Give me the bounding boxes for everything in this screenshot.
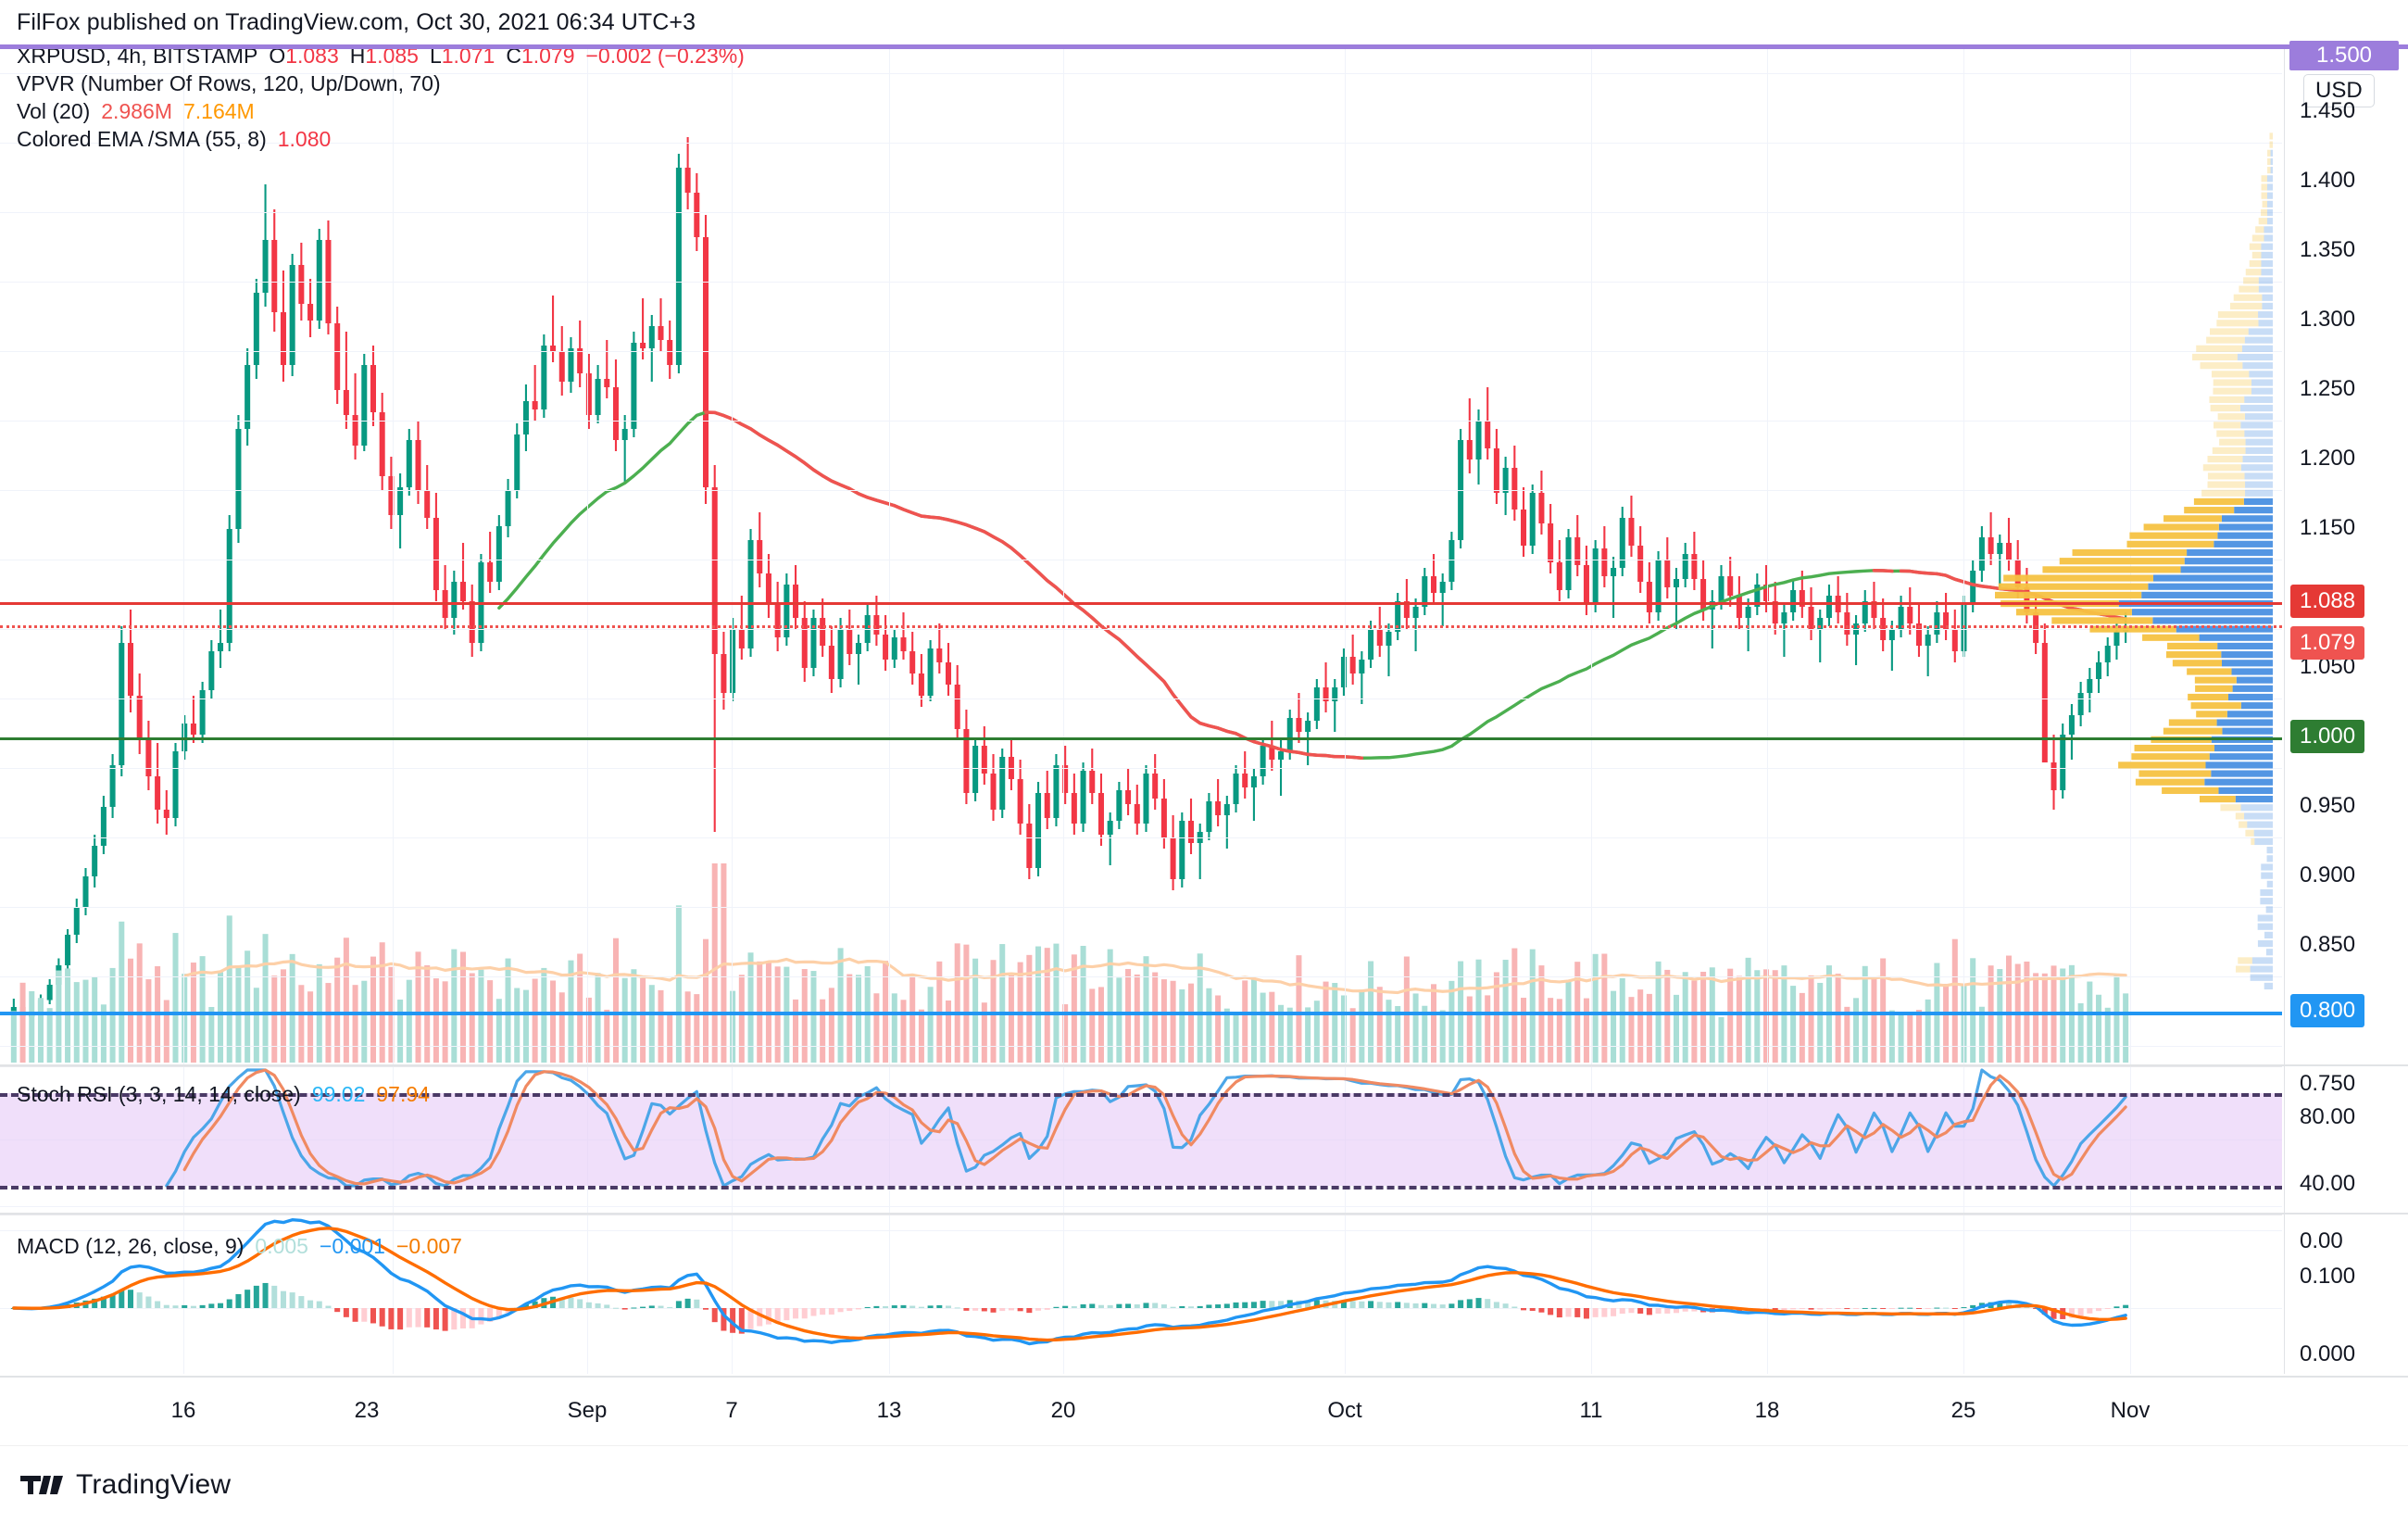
- top-price-tag: 1.500: [2289, 41, 2399, 70]
- axis-label-stoch-80: 80.00: [2300, 1104, 2356, 1129]
- axis-label-stoch-0: 0.00: [2300, 1228, 2343, 1253]
- time-label-23: 23: [354, 1398, 380, 1423]
- macd-pane[interactable]: MACD (12, 26, close, 9) 0.005 −0.001 −0.007: [0, 1215, 2282, 1374]
- axis-label-stoch-40: 40.00: [2300, 1171, 2356, 1196]
- price-line-1000[interactable]: [0, 737, 2282, 740]
- price-line-1079[interactable]: [0, 625, 2282, 628]
- axis-label-1300: 1.300: [2300, 307, 2356, 332]
- stoch-lower-level-line: [0, 1186, 2282, 1189]
- time-label-18: 18: [1754, 1398, 1780, 1423]
- axis-label-macd-0100: 0.100: [2300, 1264, 2356, 1289]
- currency-badge[interactable]: USD: [2303, 74, 2375, 107]
- stoch-rsi-pane[interactable]: Stoch RSI (3, 3, 14, 14, close) 99.02 97.9…: [0, 1066, 2282, 1215]
- time-label-20: 20: [1050, 1398, 1076, 1423]
- axis-label-0900: 0.900: [2300, 862, 2356, 887]
- time-label-nov: Nov: [2110, 1398, 2151, 1423]
- stoch-upper-level-line: [0, 1093, 2282, 1097]
- time-label-25: 25: [1950, 1398, 1976, 1423]
- time-label-7: 7: [725, 1398, 738, 1423]
- stoch-rsi-series-canvas: [165, 1068, 2127, 1188]
- axis-label-0750: 0.750: [2300, 1071, 2356, 1096]
- price-tag-0800[interactable]: 0.800: [2290, 994, 2365, 1027]
- time-axis[interactable]: 16 23 Sep 7 13 20 Oct 11 18 25 Nov: [0, 1376, 2408, 1445]
- time-label-16: 16: [170, 1398, 196, 1423]
- axis-label-1450: 1.450: [2300, 98, 2356, 123]
- price-tag-1000[interactable]: 1.000: [2290, 720, 2365, 753]
- macd-series-canvas: [10, 1218, 2129, 1346]
- publisher-byline: FilFox published on TradingView.com, Oct…: [0, 0, 2408, 44]
- axis-label-0850: 0.850: [2300, 932, 2356, 957]
- chart-top-boundary-line: [0, 44, 2408, 49]
- axis-label-macd-0000: 0.000: [2300, 1341, 2356, 1366]
- price-line-0800[interactable]: [0, 1012, 2282, 1015]
- axis-label-1400: 1.400: [2300, 168, 2356, 193]
- tradingview-brand-label: TradingView: [76, 1468, 232, 1500]
- time-label-sep: Sep: [567, 1398, 608, 1423]
- price-tag-1088[interactable]: 1.088: [2290, 585, 2365, 618]
- pane-separator-stoch: [0, 1064, 2408, 1066]
- time-label-13: 13: [876, 1398, 902, 1423]
- time-label-11: 11: [1579, 1398, 1603, 1423]
- time-label-oct: Oct: [1327, 1398, 1362, 1423]
- price-series-canvas: [10, 137, 2129, 1063]
- price-pane[interactable]: XRPUSD, 4h, BITSTAMP O1.083 H1.085 L1.071 C1…: [0, 46, 2282, 1066]
- tradingview-logo-icon: [20, 1472, 63, 1498]
- price-axis[interactable]: USD 1.450 1.400 1.350 1.300 1.250 1.200 …: [2284, 46, 2408, 1374]
- axis-label-1250: 1.250: [2300, 376, 2356, 401]
- stoch-overbought-oversold-band: [0, 1093, 2282, 1186]
- axis-label-0950: 0.950: [2300, 793, 2356, 818]
- axis-label-1200: 1.200: [2300, 446, 2356, 471]
- price-line-1088[interactable]: [0, 602, 2282, 605]
- axis-label-1350: 1.350: [2300, 237, 2356, 262]
- vpvr-volume-profile[interactable]: [1986, 47, 2282, 1066]
- publisher-text: FilFox published on TradingView.com, Oct…: [17, 8, 696, 35]
- pane-separator-macd: [0, 1213, 2408, 1215]
- footer: TradingView: [0, 1445, 2408, 1523]
- price-tag-1079[interactable]: 1.079: [2290, 626, 2365, 660]
- axis-label-1150: 1.150: [2300, 515, 2356, 540]
